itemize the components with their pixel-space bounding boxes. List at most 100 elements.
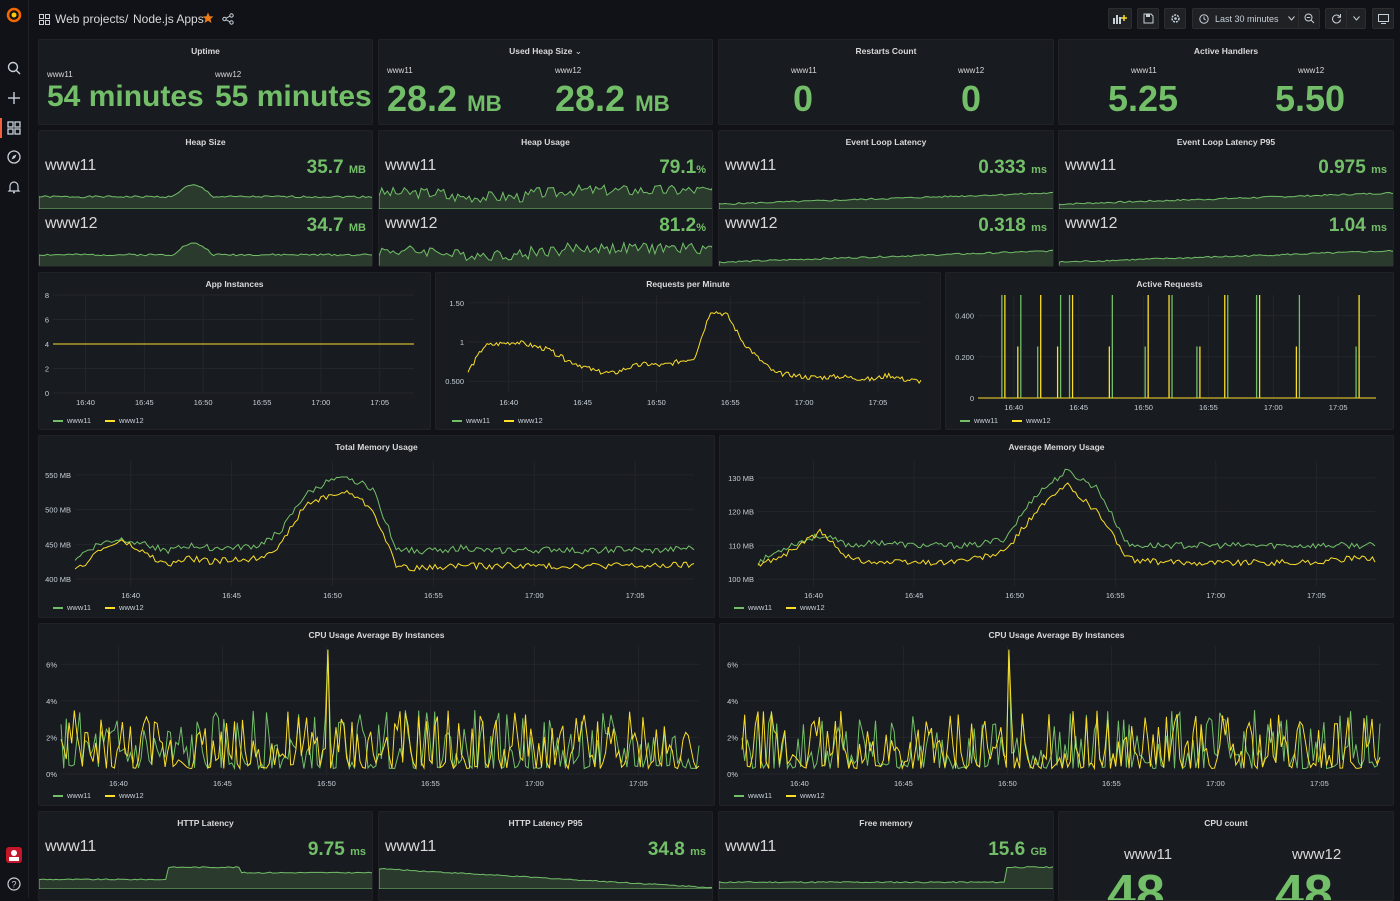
legend-item-www11[interactable]: www11: [452, 416, 490, 425]
requests-per-minute-panel[interactable]: Requests per Minute 0.500 1 1.50 16:40 16:45…: [435, 272, 941, 430]
value-number: 0.333: [978, 157, 1026, 178]
y-tick-label: 2%: [727, 733, 738, 742]
restarts-count-panel[interactable]: Restarts Count www11 0 www12 0: [718, 39, 1054, 125]
uptime-panel[interactable]: Uptime www11 54 minutes www12 55 minutes: [38, 39, 373, 125]
series-line: [74, 476, 695, 561]
value-unit: ms: [1371, 164, 1387, 176]
cpu-usage-panel-left[interactable]: CPU Usage Average By Instances 0% 2% 4% 6% 1…: [38, 623, 715, 806]
legend: www11 www12: [960, 416, 1051, 425]
refresh-button[interactable]: [1325, 8, 1347, 29]
active-handlers-panel[interactable]: Active Handlers www11 5.25 www12 5.50: [1058, 39, 1394, 125]
legend-item-www12[interactable]: www12: [105, 603, 144, 612]
legend-item-www12[interactable]: www12: [504, 416, 543, 425]
legend-item-www11[interactable]: www11: [734, 603, 772, 612]
chevron-down-icon: [1352, 16, 1360, 21]
time-picker-button[interactable]: Last 30 minutes: [1192, 8, 1300, 29]
value-unit: ms: [350, 846, 366, 858]
panel-title: Uptime: [191, 46, 220, 56]
x-tick-label: 16:45: [213, 779, 232, 788]
total-memory-usage-panel[interactable]: Total Memory Usage 400 MB 450 MB 500 MB 550…: [38, 435, 715, 618]
y-tick-label: 6: [45, 316, 49, 325]
star-icon[interactable]: [202, 11, 214, 29]
stat-name: www11: [47, 70, 73, 79]
share-icon[interactable]: [222, 12, 234, 30]
save-dashboard-button[interactable]: [1137, 8, 1159, 29]
zoom-out-button[interactable]: [1298, 8, 1320, 29]
dashboards-icon[interactable]: [4, 118, 24, 138]
panel-title: Restarts Count: [855, 46, 917, 56]
breadcrumb-folder[interactable]: Web projects: [55, 12, 125, 26]
cpu-usage-panel-right[interactable]: CPU Usage Average By Instances 0% 2% 4% 6% 1…: [719, 623, 1394, 806]
grafana-logo-icon[interactable]: [4, 5, 24, 25]
free-memory-panel[interactable]: Free memory www11 15.6 GB: [718, 811, 1054, 901]
y-tick-label: 1.50: [449, 299, 464, 308]
legend-label: www12: [800, 791, 825, 800]
settings-button[interactable]: [1164, 8, 1186, 29]
series-name: www11: [725, 157, 777, 174]
x-tick-label: 16:45: [894, 779, 913, 788]
stat-value: 54 minutes: [47, 80, 204, 113]
sparkline: [39, 866, 372, 889]
average-memory-usage-panel[interactable]: Average Memory Usage 100 MB 110 MB 120 MB 1…: [719, 435, 1394, 618]
x-tick-label: 17:05: [869, 398, 888, 407]
legend-item-www12[interactable]: www12: [105, 791, 144, 800]
help-icon[interactable]: ?: [4, 874, 24, 894]
dashboard-title[interactable]: Node.js Apps: [133, 12, 204, 26]
tv-mode-button[interactable]: [1372, 8, 1394, 29]
legend-label: www11: [974, 416, 999, 425]
legend-item-www11[interactable]: www11: [734, 791, 772, 800]
legend-label: www12: [119, 791, 144, 800]
heap-usage-panel[interactable]: Heap Usage www11 79.1% www12 81.2%: [378, 130, 713, 267]
x-tick-label: 16:50: [323, 591, 342, 600]
value-number: 0.318: [978, 215, 1026, 236]
legend-item-www12[interactable]: www12: [1012, 416, 1051, 425]
active-requests-panel[interactable]: Active Requests 0 0.200 0.400 16:40 16:45 16:…: [945, 272, 1394, 430]
y-tick-label: 2: [45, 365, 49, 374]
series-name: www11: [385, 838, 437, 855]
legend-item-www11[interactable]: www11: [960, 416, 998, 425]
event-loop-latency-p95-panel[interactable]: Event Loop Latency P95 www11 0.975 ms ww…: [1058, 130, 1394, 267]
x-tick-label: 16:55: [421, 779, 440, 788]
used-heap-size-panel[interactable]: Used Heap Size ⌄ www11 28.2 MB www12 28.…: [378, 39, 713, 125]
legend-item-www12[interactable]: www12: [786, 791, 825, 800]
stat-value: 0: [793, 78, 814, 119]
panel-title: Event Loop Latency: [845, 137, 927, 147]
legend-item-www11[interactable]: www11: [53, 791, 91, 800]
search-icon[interactable]: [4, 58, 24, 78]
refresh-icon: [1331, 14, 1341, 24]
avatar[interactable]: [4, 845, 24, 865]
event-loop-latency-panel[interactable]: Event Loop Latency www11 0.333 ms www12 …: [718, 130, 1054, 267]
http-latency-p95-panel[interactable]: HTTP Latency P95 www11 34.8 ms: [378, 811, 713, 901]
app-instances-panel[interactable]: App Instances 0 2 4 6 8 16:40 16:45 16:50 16:55 1…: [38, 272, 431, 430]
legend-item-www11[interactable]: www11: [53, 416, 91, 425]
series-value: 34.8 ms: [648, 839, 706, 861]
series-value: 34.7 MB: [307, 215, 366, 237]
bell-icon[interactable]: [4, 177, 24, 197]
app-instances-chart: 0 2 4 6 8 16:40 16:45 16:50 16:55 17:00 17:05: [45, 291, 414, 407]
refresh-interval-dropdown[interactable]: [1346, 8, 1366, 29]
panel-title: Used Heap Size ⌄: [379, 46, 712, 57]
explore-icon[interactable]: [4, 147, 24, 167]
x-tick-label: 17:05: [1307, 591, 1326, 600]
legend-item-www11[interactable]: www11: [53, 603, 91, 612]
legend-item-www12[interactable]: www12: [105, 416, 144, 425]
http-latency-panel[interactable]: HTTP Latency www11 9.75 ms: [38, 811, 373, 901]
cpu-usage-chart-left: 0% 2% 4% 6% 16:40 16:45 16:50 16:55 17:00 17:05: [46, 646, 700, 788]
add-panel-button[interactable]: [1108, 8, 1132, 29]
stat-name: www12: [215, 70, 242, 79]
legend: www11 www12: [452, 416, 543, 425]
x-tick-label: 17:00: [525, 591, 544, 600]
series-line: [467, 311, 922, 385]
series-name: www12: [1065, 215, 1118, 232]
clock-icon: [1199, 13, 1209, 24]
sidebar: ?: [0, 0, 29, 898]
x-tick-label: 17:00: [1206, 779, 1225, 788]
stat-name: www12: [555, 66, 582, 75]
heap-size-panel[interactable]: Heap Size www11 35.7 MB www12 34.7 MB: [38, 130, 373, 267]
legend-item-www12[interactable]: www12: [786, 603, 825, 612]
cpu-count-panel[interactable]: CPU count www11 48 www12 48: [1058, 811, 1394, 901]
x-tick-label: 17:00: [1264, 403, 1283, 412]
legend: www11 www12: [734, 603, 825, 612]
series-value: 35.7 MB: [307, 157, 366, 179]
plus-icon[interactable]: [4, 88, 24, 108]
